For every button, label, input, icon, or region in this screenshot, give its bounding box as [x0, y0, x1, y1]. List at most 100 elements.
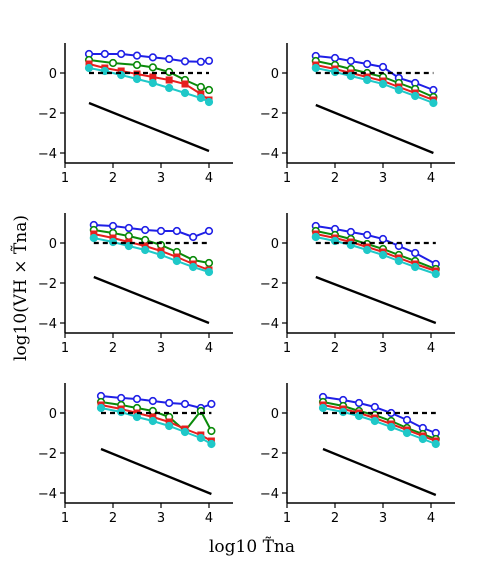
data-point-cyan [148, 416, 157, 426]
data-point-blue [207, 399, 216, 409]
data-point-cyan [318, 403, 328, 413]
y-tick-label: −2 [38, 107, 57, 122]
data-point-cyan [148, 78, 157, 88]
data-point-green [207, 426, 216, 436]
data-point-cyan [196, 433, 205, 443]
data-point-cyan [89, 233, 98, 243]
x-tick-label: 1 [283, 511, 291, 526]
x-tick-label: 2 [109, 511, 117, 526]
panel-middle-right: 1 2 3 4 0 −2 −4 [260, 213, 455, 356]
data-point-green [196, 82, 205, 92]
data-point-cyan [363, 245, 372, 255]
data-point-green [204, 85, 214, 95]
data-point-cyan [431, 269, 440, 279]
data-point-blue [330, 53, 340, 63]
data-point-cyan [311, 63, 320, 73]
y-tick-label: −2 [38, 447, 57, 462]
y-tick-label: 0 [49, 407, 57, 422]
data-point-cyan [311, 232, 320, 242]
data-point-red [181, 80, 189, 88]
slope-reference-line [88, 101, 210, 153]
data-point-blue [132, 51, 142, 60]
data-point-cyan [387, 422, 396, 432]
data-point-cyan [196, 93, 205, 103]
x-tick-label: 1 [283, 171, 291, 186]
y-tick-label: −4 [38, 487, 57, 502]
x-tick-label: 3 [157, 511, 165, 526]
x-tick-label: 1 [283, 341, 291, 356]
data-point-blue [124, 223, 133, 233]
y-tick-label: −4 [260, 317, 279, 332]
data-point-blue [172, 226, 181, 236]
data-point-cyan [132, 74, 142, 84]
y-tick-label: −4 [260, 147, 279, 162]
data-point-blue [378, 234, 388, 244]
x-tick-label: 2 [331, 511, 339, 526]
data-point-blue [411, 248, 420, 258]
data-point-cyan [402, 428, 412, 438]
data-point-cyan [378, 250, 388, 260]
x-tick-label: 2 [109, 171, 117, 186]
data-point-blue [429, 85, 438, 95]
slope-reference-line [315, 103, 434, 155]
x-tick-label: 4 [205, 511, 213, 526]
data-point-cyan [180, 88, 190, 98]
x-tick-label: 1 [61, 341, 69, 356]
y-tick-label: 0 [49, 237, 57, 252]
data-point-cyan [172, 256, 181, 266]
x-tick-label: 1 [61, 171, 69, 186]
x-tick-label: 2 [331, 171, 339, 186]
x-tick-label: 4 [205, 171, 213, 186]
data-point-green [148, 63, 157, 72]
slope-reference-line [100, 447, 212, 496]
x-tick-label: 3 [379, 341, 387, 356]
data-point-cyan [394, 256, 403, 266]
data-point-cyan [411, 91, 420, 101]
data-point-cyan [156, 250, 166, 260]
data-point-blue [148, 53, 157, 62]
data-point-blue [132, 394, 142, 404]
x-tick-label: 4 [427, 171, 435, 186]
panel-bottom-right: 1 2 3 4 0 −2 −4 [260, 383, 455, 526]
y-tick-label: −4 [38, 147, 57, 162]
data-point-blue [180, 399, 190, 409]
data-point-cyan [207, 439, 216, 449]
data-point-blue [189, 232, 198, 242]
x-tick-label: 3 [157, 171, 165, 186]
data-point-cyan [378, 79, 388, 89]
data-point-cyan [165, 83, 174, 93]
data-point-blue [370, 402, 379, 412]
data-point-green [108, 58, 118, 68]
data-point-blue [354, 398, 364, 408]
data-point-blue [117, 49, 126, 59]
data-point-blue [378, 62, 388, 72]
data-point-cyan [418, 434, 427, 444]
slope-reference-line [93, 275, 210, 325]
y-tick-label: 0 [49, 67, 57, 82]
data-point-cyan [394, 85, 403, 95]
data-point-blue [100, 49, 109, 59]
x-tick-label: 3 [379, 511, 387, 526]
data-point-red [165, 76, 173, 84]
data-point-cyan [84, 63, 94, 73]
data-point-cyan [180, 427, 190, 437]
x-tick-label: 4 [205, 341, 213, 356]
panel-bottom-left: 1 2 3 4 0 −2 −4 [38, 383, 233, 526]
y-tick-label: −2 [260, 447, 279, 462]
data-point-blue [165, 54, 174, 64]
data-point-cyan [411, 262, 420, 272]
data-point-blue [196, 57, 205, 66]
data-point-blue [363, 230, 372, 240]
x-tick-label: 3 [157, 341, 165, 356]
data-point-cyan [431, 439, 440, 449]
panel-top-left: 1 2 3 4 0 −2 −4 [38, 43, 233, 186]
y-tick-label: −2 [260, 107, 279, 122]
data-point-blue [346, 227, 355, 237]
x-tick-label: 4 [427, 341, 435, 356]
panel-top-right: 1 2 3 4 0 −2 −4 [260, 43, 455, 186]
data-point-cyan [96, 403, 106, 413]
data-point-green [204, 258, 214, 268]
y-axis-label: log10(VH × T̃na) [11, 215, 31, 361]
data-point-blue [204, 226, 214, 236]
